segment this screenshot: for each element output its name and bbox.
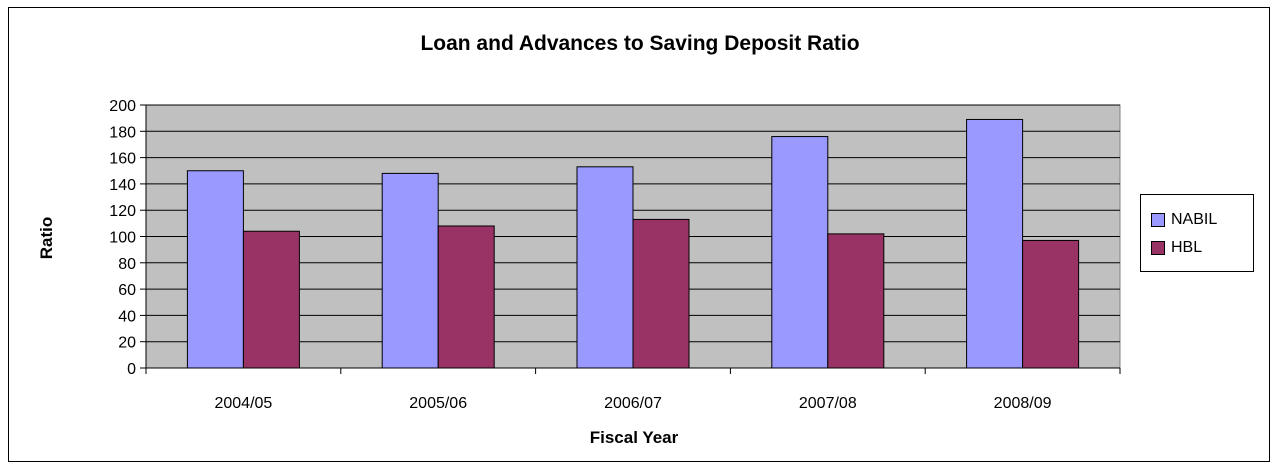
legend-swatch-nabil [1151,213,1165,227]
bar-nabil-2007-08 [771,136,829,369]
y-tick-label: 60 [118,282,136,299]
y-tick-label: 20 [118,335,136,352]
x-tick-label: 2008/09 [994,395,1052,412]
bar-nabil-2006-07 [576,166,634,369]
y-tick-label: 200 [109,98,136,115]
legend-item-nabil: NABIL [1151,208,1217,232]
x-tick-label: 2006/07 [604,395,662,412]
y-tick-label: 0 [127,361,136,378]
bar-nabil-2008-09 [966,118,1024,369]
x-tick-label: 2005/06 [409,395,467,412]
legend-label-hbl: HBL [1171,239,1203,256]
y-tick-label: 140 [109,177,136,194]
y-tick-label: 100 [109,230,136,247]
legend-label-nabil: NABIL [1171,211,1218,228]
y-tick-label: 120 [109,203,136,220]
bar-hbl-2004-05 [242,230,300,369]
y-tick-label: 180 [109,124,136,141]
plot-area: 0 20 40 60 80 100 120 140 160 180 200 2004/05 2005/0… [109,98,1121,412]
y-tick-label: 160 [109,151,136,168]
bar-hbl-2006-07 [632,218,690,369]
legend-item-hbl: HBL [1151,236,1202,260]
bar-nabil-2004-05 [186,170,244,369]
legend: NABIL HBL [1140,194,1254,272]
x-tick-label: 2004/05 [214,395,272,412]
bar-hbl-2007-08 [827,233,885,369]
bar-hbl-2008-09 [1022,239,1080,369]
bar-nabil-2005-06 [381,172,439,369]
y-tick-label: 40 [118,308,136,325]
x-tick-label: 2007/08 [799,395,857,412]
bar-hbl-2005-06 [437,225,495,369]
chart-title: Loan and Advances to Saving Deposit Rati… [420,32,859,55]
legend-swatch-hbl [1151,241,1165,255]
x-axis-title: Fiscal Year [590,428,679,447]
y-axis-title: Ratio [37,217,56,260]
y-tick-label: 80 [118,256,136,273]
